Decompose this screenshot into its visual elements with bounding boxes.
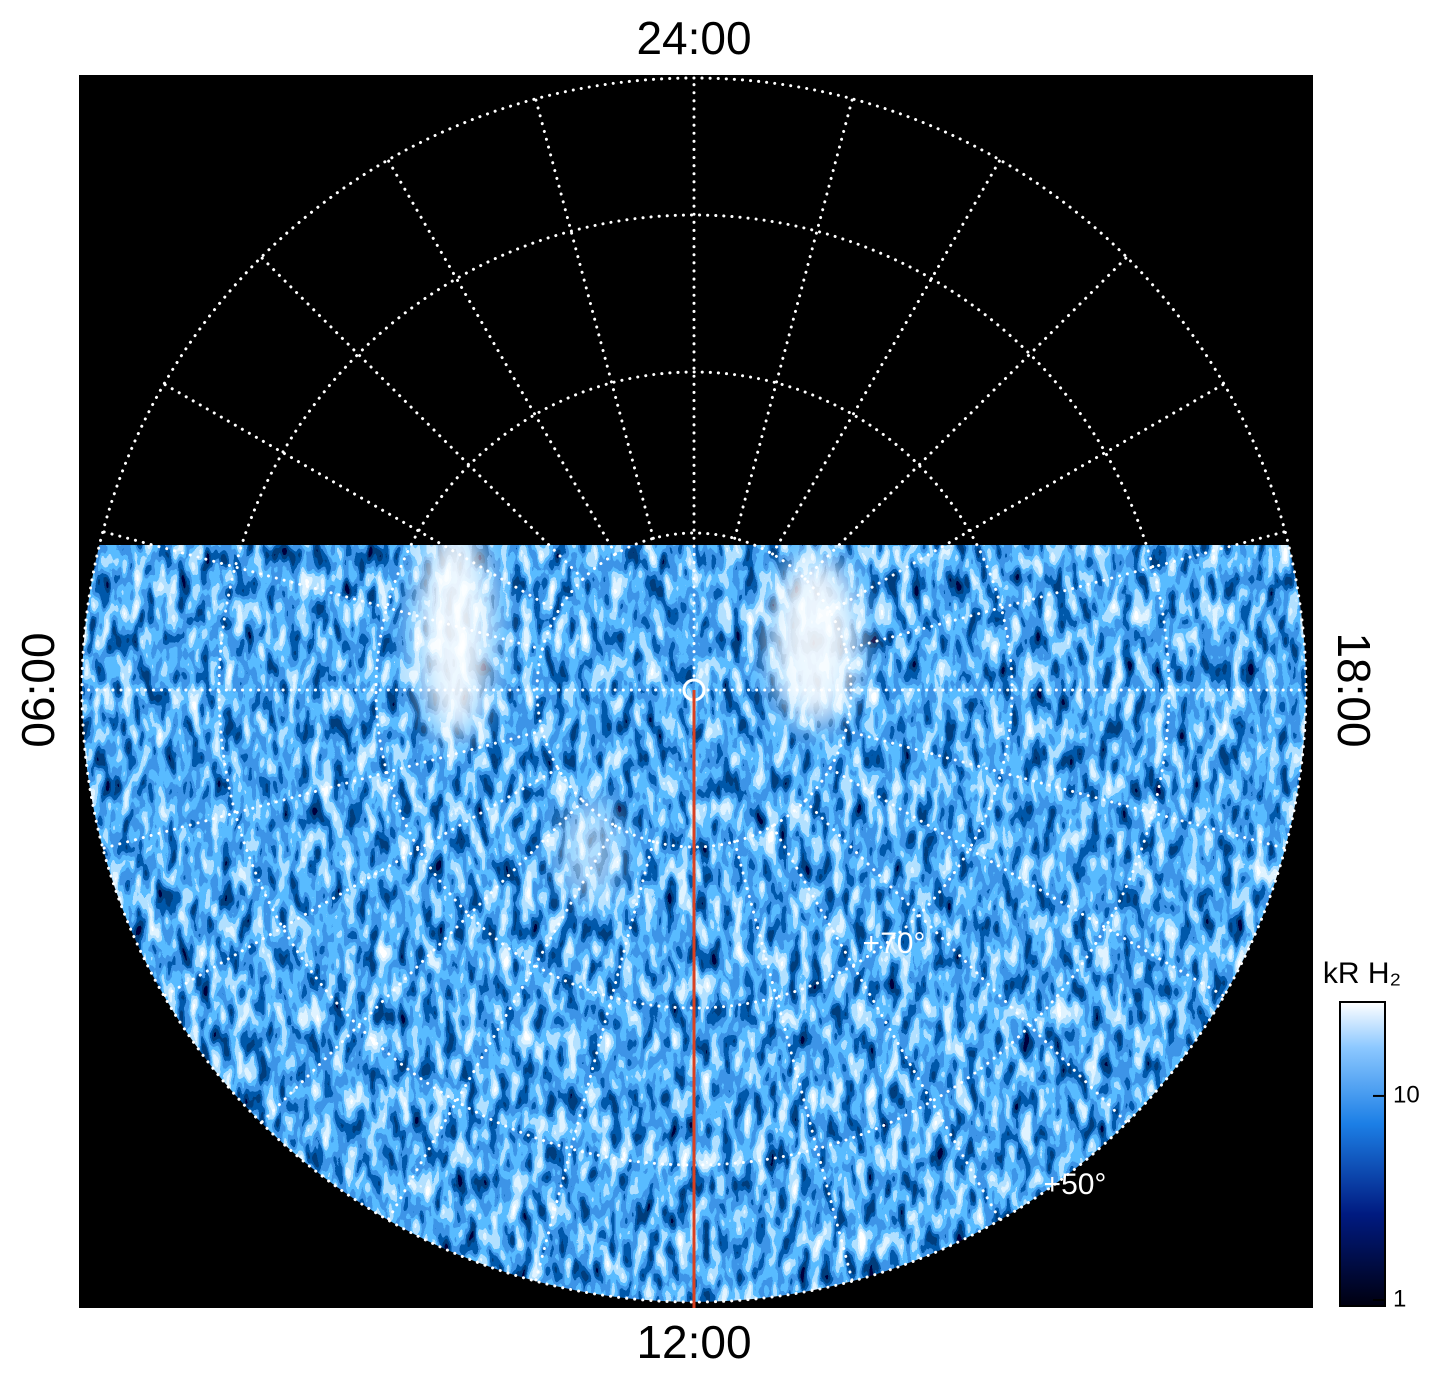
ring-label: +70° [863,927,926,960]
top-label: 24:00 [636,12,751,64]
bright-arc [560,800,620,900]
colorbar-tick-label: 1 [1393,1285,1406,1312]
grid-ring [374,370,1014,1010]
grid-spoke [534,840,655,1283]
bottom-label: 12:00 [636,1316,751,1368]
grid-spoke [534,97,655,540]
grid-spoke [828,767,1226,998]
colorbar [1339,1001,1386,1307]
grid-spoke [803,799,1129,1125]
bright-arc [770,555,860,725]
grid-spoke [101,729,544,850]
grid-spoke [162,767,560,998]
grid-spoke [386,158,617,556]
colorbar-tick-label: 10 [1393,1081,1420,1108]
grid-ring [535,531,853,849]
grid-spoke [828,382,1226,613]
grid-spoke [844,729,1287,850]
colorbar-ticks: 1 10 [1373,1081,1420,1312]
colorbar-label: kR H₂ [1323,957,1401,990]
grid-spoke [733,840,854,1283]
grid-spoke [771,824,1002,1222]
grid-spoke [162,382,560,613]
left-label: 06:00 [12,632,64,747]
grid-spoke [733,97,854,540]
grid-spoke [259,799,585,1125]
grid-spoke [101,530,544,651]
grid-spoke [386,824,617,1222]
grid-spoke [771,158,1002,556]
bright-arc [417,545,493,740]
grid-spoke [259,255,585,581]
grid-ring [80,76,1308,1304]
ring-label: +50° [1044,1168,1107,1201]
grid-spoke [803,255,1129,581]
grid-spoke [844,530,1287,651]
right-label: 18:00 [1328,632,1380,747]
